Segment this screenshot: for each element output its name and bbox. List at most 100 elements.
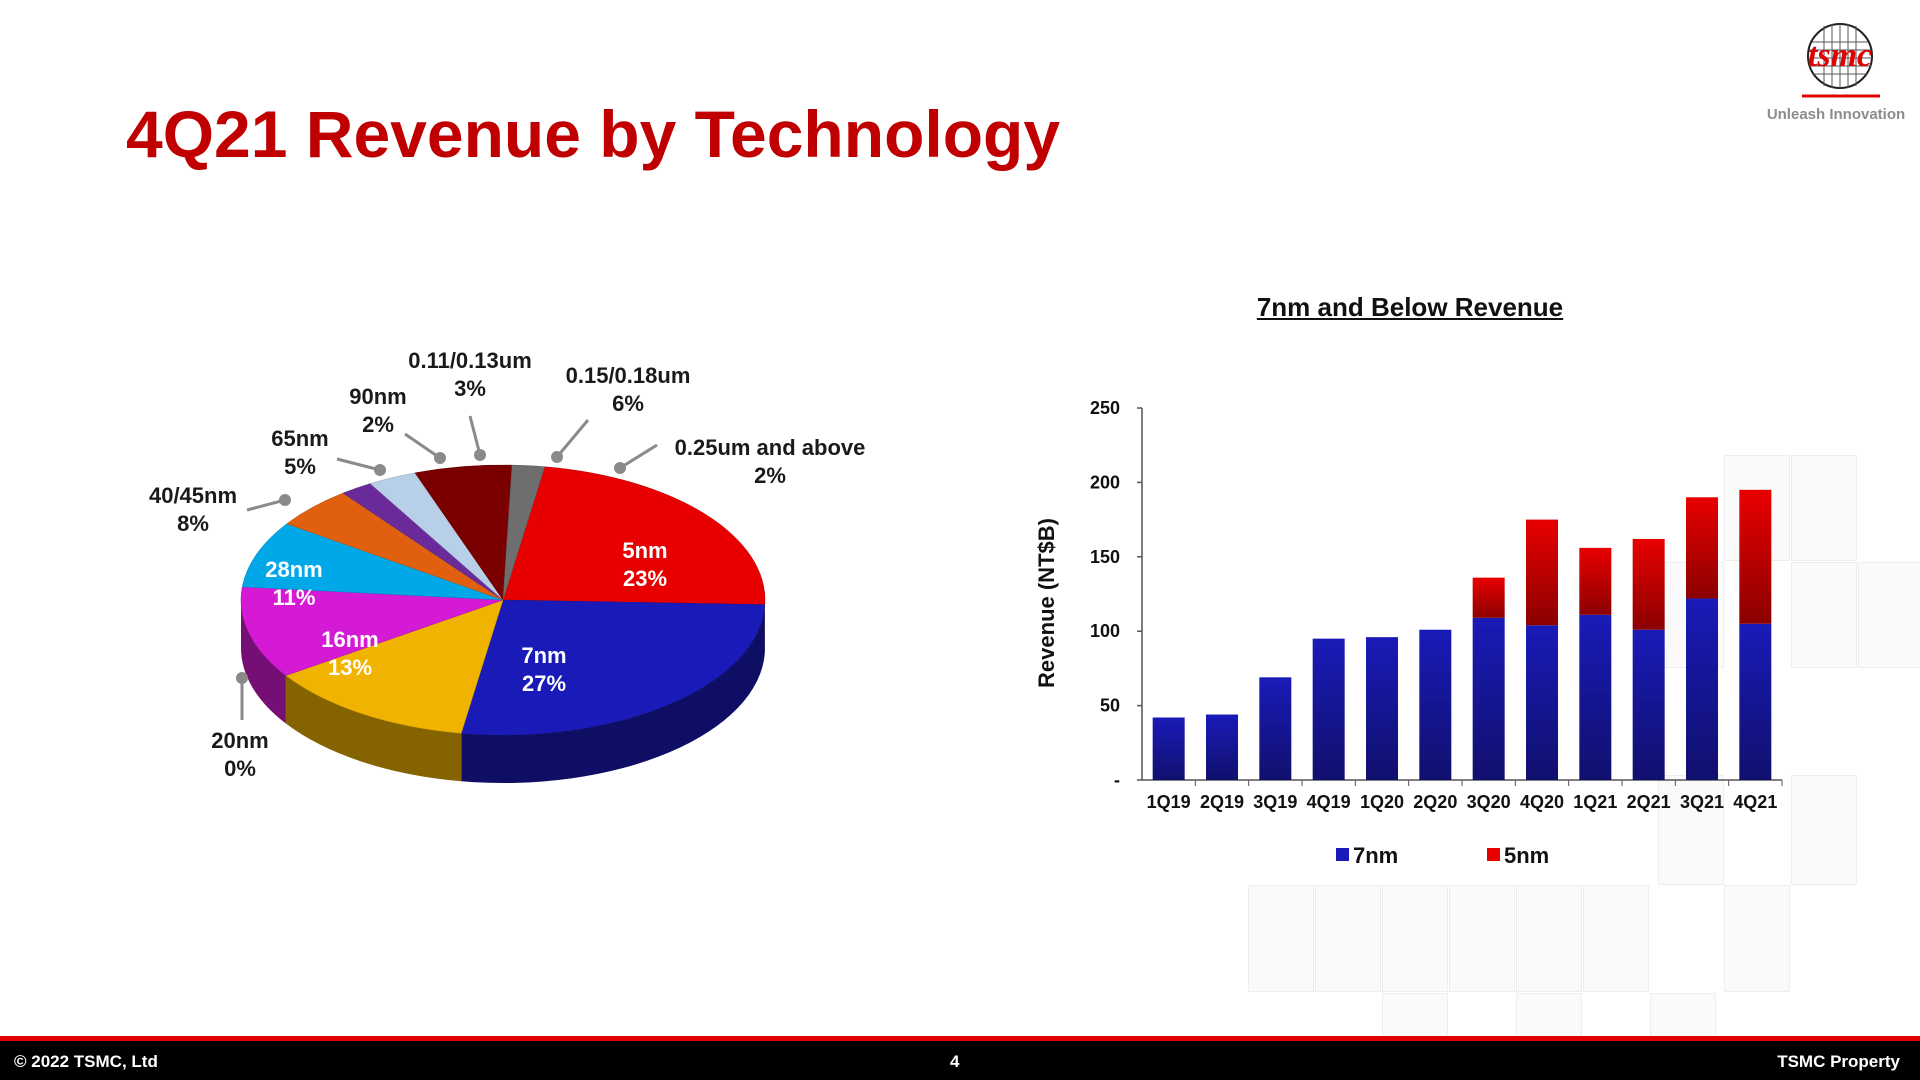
x-tick-label: 1Q19 [1147,792,1191,812]
background-tile [1583,885,1649,992]
legend-item-7nm: 7nm [1336,843,1398,869]
background-tile [1382,993,1448,1038]
legend-swatch-5nm [1487,848,1500,861]
bar-7nm-3Q19 [1259,677,1292,780]
footer-bar: © 2022 TSMC, Ltd 4 TSMC Property [0,1036,1920,1080]
legend-item-5nm: 5nm [1487,843,1549,869]
pie-slice-16nm [285,599,504,734]
background-tile [1248,885,1314,992]
pie-slice-40-45nm [241,523,504,601]
pie-leader-dot-0-25um-and-above [614,462,626,474]
copyright: © 2022 TSMC, Ltd [14,1052,158,1071]
pie-leader-dot-0-11-0-13um [474,449,486,461]
background-tile [1650,993,1716,1038]
pie-slice-0-25um-and-above [502,464,546,601]
pie-label-90nm: 90nm 2% [349,384,407,437]
pie-label-20nm: 20nm 0% [211,728,269,781]
y-tick-label: 50 [1100,696,1120,716]
pie-leader-dot-0-15-0-18um [551,451,563,463]
slide-title: 4Q21 Revenue by Technology [126,97,1061,171]
y-tick-label: 200 [1090,472,1120,492]
pie-label-28nm: 28nm 11% [265,557,323,610]
x-tick-label: 3Q19 [1253,792,1297,812]
x-tick-label: 2Q19 [1200,792,1244,812]
pie-leader-0-11-0-13um [468,415,482,456]
pie-label-5nm: 5nm 23% [622,538,668,591]
property-label: TSMC Property [1777,1052,1900,1071]
background-tile [1858,562,1920,668]
bar-7nm-4Q19 [1312,638,1345,780]
x-tick-label: 4Q19 [1307,792,1351,812]
bar-5nm-3Q20 [1472,577,1505,618]
bar-7nm-2Q19 [1206,714,1238,780]
pie-leader-0-15-0-18um [555,419,590,458]
page-number: 4 [950,1052,960,1071]
pie-label-7nm: 7nm 27% [521,643,567,696]
x-tick-label: 4Q21 [1733,792,1777,812]
bar-7nm-1Q21 [1579,614,1612,780]
background-tile [1791,775,1857,885]
logo-text: tsmc [1808,37,1872,74]
pie-slice-7nm [460,599,766,736]
background-tile [1382,885,1448,992]
pie-leader-90nm [404,432,441,460]
pie-label-40-45nm: 40/45nm 8% [148,483,238,536]
tagline: Unleash Innovation [1766,106,1906,123]
background-tile [1449,885,1515,992]
pie-label-0-11-0-13um: 0.11/0.13um 3% [408,348,532,401]
background-tile [1516,993,1582,1038]
x-tick-label: 2Q20 [1413,792,1457,812]
x-tick-label: 1Q20 [1360,792,1404,812]
pie-side-28nm [241,600,286,724]
bar-7nm-3Q20 [1472,617,1505,780]
pie-leader-dot-40-45nm [279,494,291,506]
x-tick-label: 3Q21 [1680,792,1724,812]
y-tick-label: - [1114,770,1120,790]
pie-leader-40-45nm [246,498,286,512]
legend-swatch-7nm [1336,848,1349,861]
background-tile [1658,775,1724,885]
pie-chart [236,415,766,783]
pie-slice-28nm [240,586,504,676]
background-tile [1315,885,1381,992]
background-tile [1791,455,1857,561]
bar-7nm-4Q21 [1739,623,1772,780]
bar-7nm-3Q21 [1686,598,1718,780]
pie-label-16nm: 16nm 13% [321,627,379,680]
bar-5nm-1Q21 [1579,547,1612,615]
background-tile [1724,885,1790,992]
pie-leader-dot-65nm [374,464,386,476]
y-tick-label: 150 [1090,547,1120,567]
y-tick-label: 100 [1090,621,1120,641]
background-tile [1516,885,1582,992]
pie-label-0-15-0-18um: 0.15/0.18um 6% [565,363,691,416]
y-tick-label: 250 [1090,398,1120,418]
bar-7nm-2Q20 [1419,629,1452,780]
bar-chart: - 50 100 150 200 250 1Q19 2Q19 3Q19 4Q19 1Q20 2Q20 3… [1090,398,1783,812]
bar-5nm-3Q21 [1686,497,1718,599]
x-tick-label: 2Q21 [1627,792,1671,812]
tsmc-logo: tsmc [1802,23,1880,98]
bar-chart-title: 7nm and Below Revenue [1256,292,1564,322]
bar-7nm-4Q20 [1526,625,1558,780]
x-tick-label: 3Q20 [1467,792,1511,812]
y-axis-label: Revenue (NT$B) [1034,518,1059,688]
bar-7nm-1Q19 [1152,717,1185,780]
pie-side-16nm [285,675,462,782]
bar-7nm-2Q21 [1632,629,1665,780]
pie-leader-dot-20nm [236,672,248,684]
x-tick-label: 1Q21 [1573,792,1617,812]
bar-5nm-4Q20 [1526,519,1558,626]
pie-side-7nm [461,604,765,783]
pie-leader-65nm [336,457,381,472]
x-tick-label: 4Q20 [1520,792,1564,812]
pie-label-0-25um-and-above: 0.25um and above 2% [674,435,866,488]
pie-leader-0-25um-and-above [619,443,658,470]
bar-7nm-1Q20 [1366,637,1398,780]
pie-leader-dot-90nm [434,452,446,464]
pie-label-65nm: 65nm 5% [271,426,329,479]
bar-5nm-4Q21 [1739,489,1772,624]
background-tile [1791,562,1857,668]
bar-5nm-2Q21 [1632,538,1665,630]
pie-slice-5nm [502,466,766,605]
